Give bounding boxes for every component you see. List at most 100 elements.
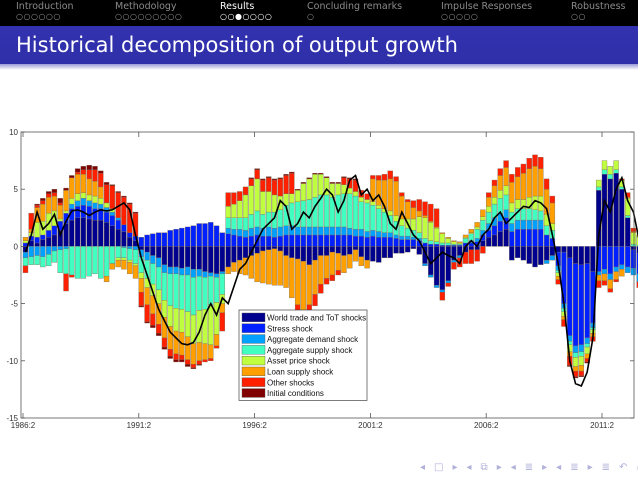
nav-section-dots[interactable]: ○○○○○ — [441, 12, 479, 21]
bar-segment-asset-price-shock — [74, 193, 81, 201]
bar-segment-aggregate-supply-shock — [184, 274, 191, 312]
bar-segment-other-shocks — [381, 174, 388, 181]
nav-section-results[interactable]: Results ○○●○○○○ — [220, 1, 272, 22]
bar-segment-other-shocks — [387, 170, 393, 180]
frame-next-icon[interactable]: ▸ — [452, 462, 460, 473]
bar-stack — [271, 178, 278, 286]
bar-stack — [132, 211, 139, 279]
nav-section-label: Robustness — [571, 1, 626, 12]
legend-label: World trade and ToT shocks — [267, 314, 366, 323]
bar-segment-world-trade-and-tot-shocks — [312, 246, 318, 261]
bar-segment-aggregate-supply-shock — [69, 246, 75, 276]
subsection-next-icon[interactable]: ▸ — [496, 462, 504, 473]
bar-segment-asset-price-shock — [480, 216, 486, 221]
bar-segment-other-shocks — [376, 175, 382, 181]
frame-icon[interactable]: □ — [434, 462, 446, 473]
bar-segment-stress-shock — [387, 237, 393, 247]
search-icon[interactable]: ⌕ — [636, 462, 638, 473]
bar-segment-aggregate-supply-shock — [433, 241, 440, 245]
bar-segment-other-shocks — [92, 169, 98, 182]
bar-segment-other-shocks — [248, 178, 254, 186]
bar-segment-other-shocks — [277, 178, 283, 197]
bar-segment-stress-shock — [121, 224, 127, 232]
bar-segment-stress-shock — [335, 234, 341, 247]
bar-segment-stress-shock — [457, 245, 463, 247]
bar-segment-asset-price-shock — [121, 257, 127, 261]
bar-segment-other-shocks — [468, 249, 474, 264]
bar-segment-stress-shock — [358, 235, 364, 247]
subsection-prev-icon[interactable]: ◂ — [466, 462, 474, 473]
bar-segment-loan-supply-shock — [109, 263, 116, 270]
back-icon[interactable]: ↶ — [619, 462, 630, 473]
bar-segment-stress-shock — [237, 235, 243, 247]
bar-segment-world-trade-and-tot-shocks — [45, 237, 52, 247]
bar-segment-asset-price-shock — [630, 232, 637, 245]
legend-swatch — [241, 366, 266, 377]
bar-segment-other-shocks — [630, 227, 637, 232]
bar-segment-stress-shock — [271, 237, 278, 247]
bar-segment-loan-supply-shock — [538, 168, 544, 197]
bar-segment-aggregate-demand-shock — [190, 269, 197, 278]
bar-segment-world-trade-and-tot-shocks — [294, 246, 301, 260]
bar-segment-world-trade-and-tot-shocks — [306, 246, 312, 265]
nav-section-dots[interactable]: ○○●○○○○ — [220, 12, 273, 21]
bar-segment-asset-price-shock — [318, 174, 324, 196]
bar-stack — [208, 222, 214, 361]
beamer-navigation: ◂□▸◂⧉▸◂≣▸◂≣▸≣↶⌕↷ — [420, 462, 638, 473]
subsection-icon[interactable]: ⧉ — [480, 462, 490, 473]
bar-stack — [433, 208, 440, 288]
nav-section-dots[interactable]: ○○○○○○○○○ — [115, 12, 183, 21]
nav-section-introduction[interactable]: Introduction ○○○○○○ — [16, 1, 74, 22]
nav-section-methodology[interactable]: Methodology ○○○○○○○○○ — [115, 1, 182, 22]
section-next-icon[interactable]: ▸ — [542, 462, 550, 473]
title-bar — [0, 26, 638, 64]
nav-section-concluding-remarks[interactable]: Concluding remarks ○ — [307, 1, 402, 22]
section-next-icon[interactable]: ▸ — [587, 462, 595, 473]
nav-section-dots[interactable]: ○ — [307, 12, 315, 21]
section-prev-icon[interactable]: ◂ — [510, 462, 518, 473]
bar-segment-other-shocks — [283, 175, 289, 194]
bar-stack — [40, 198, 46, 268]
bar-stack — [393, 176, 399, 254]
frame-prev-icon[interactable]: ◂ — [420, 462, 428, 473]
align-icon[interactable]: ≣ — [601, 462, 613, 473]
slide-title: Historical decomposition of output growt… — [16, 33, 458, 57]
bar-segment-aggregate-supply-shock — [28, 256, 34, 265]
bar-segment-other-shocks — [231, 192, 237, 205]
bar-segment-world-trade-and-tot-shocks — [242, 246, 249, 259]
bar-segment-initial-conditions — [341, 176, 347, 178]
bar-segment-aggregate-demand-shock — [624, 266, 631, 273]
bar-stack — [294, 189, 301, 317]
bar-segment-aggregate-demand-shock — [173, 266, 179, 275]
bar-segment-world-trade-and-tot-shocks — [503, 229, 509, 247]
section-icon[interactable]: ≣ — [524, 462, 536, 473]
x-tick-label: 2006:2 — [474, 421, 499, 430]
bar-segment-other-shocks — [341, 177, 347, 185]
nav-section-dots[interactable]: ○○○○○○ — [16, 12, 61, 21]
bar-segment-world-trade-and-tot-shocks — [445, 246, 451, 281]
section-icon[interactable]: ≣ — [570, 462, 581, 473]
bar-segment-asset-price-shock — [80, 192, 87, 199]
bar-segment-aggregate-demand-shock — [532, 219, 538, 230]
bar-segment-asset-price-shock — [231, 203, 237, 218]
section-prev-icon[interactable]: ◂ — [556, 462, 564, 473]
bar-segment-aggregate-supply-shock — [572, 352, 579, 358]
bar-segment-loan-supply-shock — [202, 343, 208, 360]
nav-section-dots[interactable]: ○○ — [571, 12, 586, 21]
nav-section-impulse-responses[interactable]: Impulse Responses ○○○○○ — [441, 1, 532, 22]
bar-segment-other-shocks — [578, 370, 585, 376]
bar-stack — [289, 171, 295, 299]
bar-stack — [225, 192, 231, 275]
bar-segment-asset-price-shock — [497, 190, 503, 199]
nav-section-robustness[interactable]: Robustness ○○ — [571, 1, 625, 22]
bar-segment-asset-price-shock — [422, 217, 428, 239]
bar-segment-loan-supply-shock — [457, 241, 463, 244]
bar-segment-aggregate-demand-shock — [167, 266, 173, 275]
bar-segment-aggregate-demand-shock — [294, 226, 301, 236]
bar-segment-asset-price-shock — [289, 193, 295, 204]
bar-segment-world-trade-and-tot-shocks — [543, 246, 550, 261]
bar-segment-initial-conditions — [74, 168, 81, 173]
bar-segment-world-trade-and-tot-shocks — [497, 231, 503, 247]
bar-segment-other-shocks — [63, 273, 69, 292]
